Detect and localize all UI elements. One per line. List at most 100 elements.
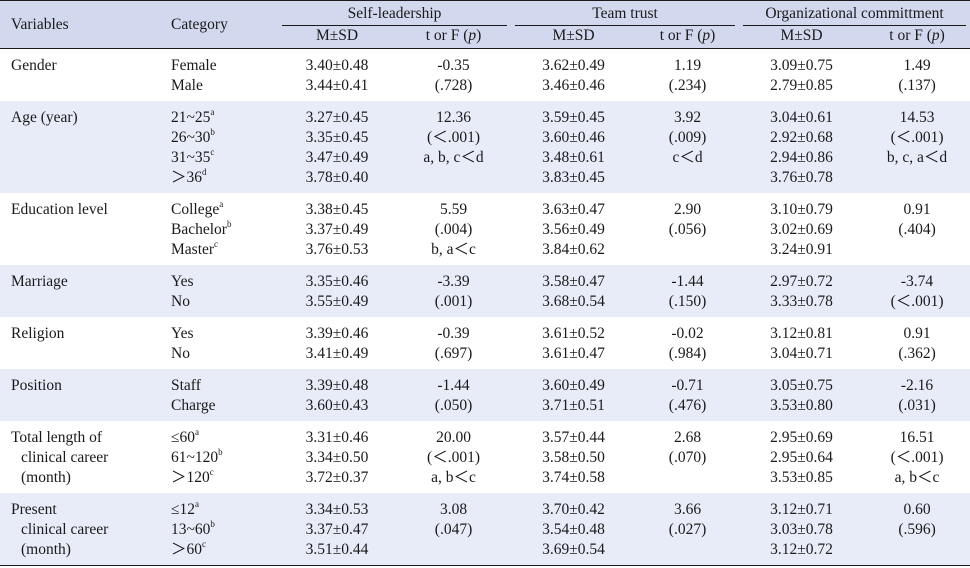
header-variables: Variables: [0, 0, 160, 49]
self-leadership-msd-cell: 3.31±0.46 3.34±0.50 3.72±0.37: [278, 421, 396, 493]
variable-label: (month): [21, 541, 71, 558]
category-cell: ≤60a 61~120b ＞120c: [160, 421, 278, 493]
cell-value: 2.95±0.69: [770, 429, 833, 446]
category-cell: Collegea Bachelorb Masterc: [160, 193, 278, 265]
cell-value: 3.61±0.47: [542, 345, 605, 362]
header-msd: M±SD: [552, 27, 595, 44]
cell-value: 3.83±0.45: [542, 169, 605, 186]
cell-value: 3.84±0.62: [542, 241, 605, 258]
category-superscript: b: [210, 126, 215, 137]
category-superscript: b: [218, 446, 223, 457]
cell-value: (.596): [898, 521, 936, 538]
variable-label: Position: [11, 377, 62, 394]
variable-label: Religion: [11, 325, 65, 342]
variable-label: Gender: [11, 57, 57, 74]
cell-value: (.047): [434, 521, 473, 538]
variable-cell: Education level: [0, 193, 160, 265]
category-cell: 21~25a 26~30b 31~35c ＞36d: [160, 101, 278, 193]
cell-value: 2.97±0.72: [770, 273, 833, 290]
category-label: 61~120b: [171, 446, 223, 466]
cell-value: -3.74: [900, 273, 934, 290]
variable-cell: Religion: [0, 317, 160, 369]
cell-value: -0.02: [671, 325, 704, 342]
self-leadership-msd-cell: 3.27±0.45 3.35±0.45 3.47±0.49 3.78±0.40: [278, 101, 396, 193]
table-row: Position Staff Charge 3.39±0.48 3.60±0.43 -1.…: [0, 369, 970, 421]
cell-value: (.056): [668, 221, 707, 238]
category-label: ＞36d: [171, 166, 207, 186]
team-trust-test-cell: 3.92 (.009) c＜d: [636, 101, 739, 193]
cell-value: (＜.001): [890, 293, 944, 310]
category-label: Yes: [171, 273, 194, 290]
cell-value: -1.44: [437, 377, 470, 394]
cell-value: (.004): [434, 221, 473, 238]
category-label: 13~60b: [171, 518, 215, 538]
variable-label: Age (year): [11, 109, 78, 126]
variable-label: (month): [21, 469, 71, 486]
category-label: Masterc: [171, 238, 219, 258]
category-superscript: b: [226, 218, 232, 229]
cell-value: 3.60±0.43: [305, 397, 369, 414]
table-row: Marriage Yes No 3.35±0.46 3.55±0.49 -3.39 (.00…: [0, 265, 970, 317]
cell-value: 3.71±0.51: [542, 397, 605, 414]
cell-value: 3.34±0.50: [305, 449, 369, 466]
category-label: Charge: [171, 397, 216, 414]
cell-value: -2.16: [900, 377, 934, 394]
self-leadership-test-cell: -3.39 (.001): [396, 265, 511, 317]
category-label: ＞60c: [171, 538, 207, 558]
category-superscript: d: [202, 166, 207, 177]
cell-value: 1.19: [673, 57, 702, 74]
header-test: t or F (p): [425, 27, 482, 44]
team-trust-msd-cell: 3.61±0.52 3.61±0.47: [511, 317, 636, 369]
variable-cell: Present clinical career (month): [0, 493, 160, 566]
cell-value: 3.92: [673, 109, 702, 126]
cell-value: 1.49: [903, 57, 931, 74]
variable-label: Education level: [11, 201, 108, 218]
cell-value: 3.69±0.54: [542, 541, 605, 558]
category-label: No: [171, 293, 190, 310]
cell-value: 3.39±0.46: [305, 325, 369, 342]
cell-value: 3.60±0.49: [542, 377, 605, 394]
cell-value: -0.39: [437, 325, 470, 342]
table-row: Present clinical career (month) ≤12a 13~60b ＞…: [0, 493, 970, 566]
cell-value: 3.53±0.80: [770, 397, 833, 414]
cell-value: 3.04±0.61: [770, 109, 833, 126]
cell-value: 2.68: [673, 429, 702, 446]
table-row: Education level Collegea Bachelorb Masterc 3…: [0, 193, 970, 265]
cell-value: 3.34±0.53: [305, 501, 369, 518]
cell-value: 2.95±0.64: [770, 449, 833, 466]
cell-value: 14.53: [899, 109, 935, 126]
cell-value: 3.12±0.71: [770, 501, 833, 518]
team-trust-msd-cell: 3.58±0.47 3.68±0.54: [511, 265, 636, 317]
team-trust-msd-cell: 3.62±0.49 3.46±0.46: [511, 49, 636, 102]
category-label: Yes: [171, 325, 194, 342]
cell-value: 3.03±0.78: [770, 521, 833, 538]
cell-value: 2.79±0.85: [770, 77, 833, 94]
cell-value: 3.37±0.47: [305, 521, 369, 538]
cell-value: (.027): [668, 521, 707, 538]
cell-value: 3.40±0.48: [305, 57, 369, 74]
org-commitment-test-cell: 0.91 (.362): [864, 317, 970, 369]
cell-value: (＜.001): [427, 449, 480, 466]
self-leadership-test-cell: 5.59 (.004) b, a＜c: [396, 193, 511, 265]
cell-value: (.404): [898, 221, 936, 238]
cell-value: (.009): [668, 129, 707, 146]
team-trust-test-cell: 3.66 (.027): [636, 493, 739, 566]
self-leadership-test-cell: -1.44 (.050): [396, 369, 511, 421]
self-leadership-msd-cell: 3.40±0.48 3.44±0.41: [278, 49, 396, 102]
cell-value: 3.72±0.37: [305, 469, 369, 486]
cell-value: 3.05±0.75: [770, 377, 833, 394]
cell-value: a, b＜c: [431, 469, 476, 486]
cell-value: 12.36: [436, 109, 471, 126]
cell-value: (.984): [668, 345, 707, 362]
table-body: Gender Female Male 3.40±0.48 3.44±0.41 -0.35 (…: [0, 49, 970, 566]
org-commitment-msd-cell: 2.97±0.72 3.33±0.78: [739, 265, 864, 317]
category-label: Female: [171, 57, 217, 74]
cell-value: 3.70±0.42: [542, 501, 605, 518]
cell-value: 3.09±0.75: [770, 57, 833, 74]
cell-value: 3.31±0.46: [305, 429, 369, 446]
self-leadership-test-cell: 12.36 (＜.001) a, b, c＜d: [396, 101, 511, 193]
org-commitment-msd-cell: 3.05±0.75 3.53±0.80: [739, 369, 864, 421]
org-commitment-test-cell: 0.60 (.596): [864, 493, 970, 566]
org-commitment-test-cell: 16.51 (＜.001) a, b＜c: [864, 421, 970, 493]
header-test: t or F (p): [659, 27, 716, 44]
